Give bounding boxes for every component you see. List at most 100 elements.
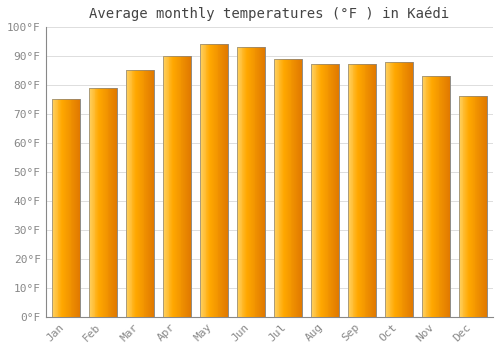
Bar [220,44,222,317]
Bar [129,70,130,317]
Bar [239,47,240,317]
Bar [101,88,102,317]
Bar [324,64,325,317]
Bar [189,56,190,317]
Bar [254,47,256,317]
Bar [318,64,320,317]
Bar [285,59,286,317]
Bar [74,99,75,317]
Bar [472,96,473,317]
Bar [460,96,462,317]
Bar [409,62,410,317]
Bar [422,76,423,317]
Bar [237,47,238,317]
Bar [442,76,443,317]
Bar [284,59,285,317]
Bar [177,56,178,317]
Bar [52,99,80,317]
Bar [201,44,202,317]
Bar [431,76,432,317]
Bar [65,99,66,317]
Bar [112,88,113,317]
Bar [288,59,289,317]
Bar [212,44,213,317]
Bar [402,62,404,317]
Bar [275,59,276,317]
Bar [202,44,203,317]
Bar [333,64,334,317]
Bar [67,99,68,317]
Bar [356,64,357,317]
Bar [53,99,54,317]
Bar [151,70,152,317]
Bar [385,62,412,317]
Bar [200,44,201,317]
Bar [436,76,438,317]
Bar [202,44,203,317]
Bar [459,96,486,317]
Bar [316,64,318,317]
Bar [206,44,208,317]
Bar [126,70,127,317]
Bar [300,59,301,317]
Bar [406,62,407,317]
Bar [424,76,426,317]
Bar [242,47,244,317]
Bar [283,59,284,317]
Bar [435,76,436,317]
Bar [141,70,142,317]
Bar [248,47,249,317]
Bar [325,64,326,317]
Bar [180,56,182,317]
Bar [140,70,141,317]
Bar [328,64,330,317]
Bar [170,56,172,317]
Bar [56,99,58,317]
Bar [144,70,146,317]
Bar [263,47,264,317]
Bar [246,47,247,317]
Bar [440,76,442,317]
Bar [398,62,400,317]
Bar [404,62,406,317]
Bar [358,64,359,317]
Bar [422,76,450,317]
Bar [470,96,471,317]
Bar [426,76,428,317]
Bar [237,47,264,317]
Bar [99,88,100,317]
Bar [373,64,374,317]
Bar [211,44,212,317]
Bar [395,62,396,317]
Bar [213,44,214,317]
Bar [432,76,433,317]
Bar [116,88,117,317]
Bar [322,64,323,317]
Bar [323,64,324,317]
Bar [321,64,322,317]
Bar [297,59,298,317]
Bar [288,59,290,317]
Bar [330,64,332,317]
Bar [349,64,350,317]
Bar [459,96,460,317]
Bar [398,62,399,317]
Bar [294,59,295,317]
Bar [216,44,218,317]
Bar [443,76,444,317]
Bar [311,64,338,317]
Bar [149,70,150,317]
Bar [94,88,96,317]
Bar [168,56,170,317]
Bar [354,64,356,317]
Bar [55,99,56,317]
Bar [298,59,299,317]
Bar [370,64,371,317]
Bar [238,47,239,317]
Bar [319,64,320,317]
Bar [390,62,392,317]
Bar [215,44,216,317]
Bar [204,44,206,317]
Bar [200,44,228,317]
Bar [397,62,398,317]
